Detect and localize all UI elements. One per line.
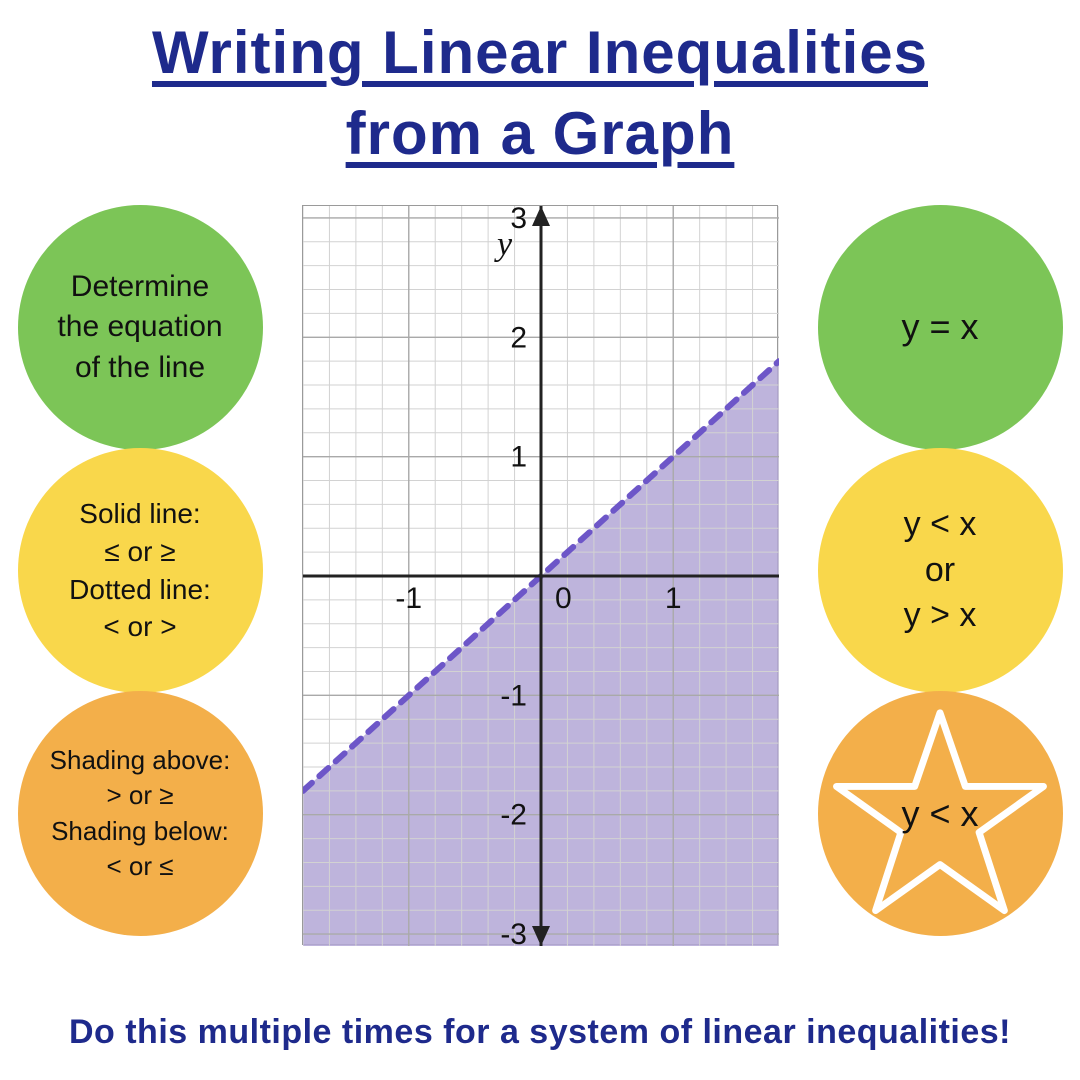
- svg-text:-3: -3: [500, 918, 527, 946]
- svg-text:-2: -2: [500, 799, 527, 832]
- title-line-2: from a Graph: [346, 100, 735, 167]
- svg-text:-1: -1: [500, 679, 527, 712]
- result2-line2: or: [925, 548, 955, 594]
- svg-text:-1: -1: [395, 582, 422, 615]
- title-line-1: Writing Linear Inequalities: [152, 19, 928, 86]
- step-circle-equation: Determine the equation of the line: [18, 205, 263, 450]
- svg-text:1: 1: [665, 582, 682, 615]
- step-circle-linetype: Solid line: ≤ or ≥ Dotted line: < or >: [18, 448, 263, 693]
- step2-line3: Dotted line:: [69, 571, 211, 609]
- graph-svg: -1 0 1 -3 -2 -1 1 2 3: [303, 206, 779, 946]
- step2-line1: Solid line:: [79, 495, 200, 533]
- result-circle-final: y < x: [818, 691, 1063, 936]
- step1-line1: Determine: [71, 267, 209, 308]
- step2-line2: ≤ or ≥: [104, 533, 175, 571]
- step1-line2: the equation: [57, 307, 222, 348]
- step1-line3: of the line: [75, 348, 205, 389]
- step3-line1: Shading above:: [50, 743, 231, 778]
- y-axis-label: y: [497, 226, 512, 264]
- left-column: Determine the equation of the line Solid…: [10, 205, 270, 934]
- step-circle-shading: Shading above: > or ≥ Shading below: < o…: [18, 691, 263, 936]
- result-circle-equation: y = x: [818, 205, 1063, 450]
- inequality-graph: -1 0 1 -3 -2 -1 1 2 3 y: [302, 205, 778, 945]
- svg-text:0: 0: [555, 582, 572, 615]
- step3-line2: > or ≥: [106, 778, 173, 813]
- main-content: Determine the equation of the line Solid…: [0, 205, 1080, 965]
- result-circle-options: y < x or y > x: [818, 448, 1063, 693]
- step3-line4: < or ≤: [106, 849, 173, 884]
- svg-text:3: 3: [510, 206, 527, 235]
- result2-line3: y > x: [904, 593, 977, 639]
- step2-line4: < or >: [103, 608, 176, 646]
- footer-text: Do this multiple times for a system of l…: [0, 1013, 1080, 1052]
- svg-text:2: 2: [510, 321, 527, 354]
- page-title: Writing Linear Inequalities from a Graph: [0, 0, 1080, 174]
- result2-line1: y < x: [904, 502, 977, 548]
- right-column: y = x y < x or y > x y < x: [810, 205, 1070, 936]
- step3-line3: Shading below:: [51, 814, 229, 849]
- svg-text:1: 1: [510, 441, 527, 474]
- result3-text: y < x: [901, 793, 978, 835]
- result1-text: y = x: [901, 303, 978, 352]
